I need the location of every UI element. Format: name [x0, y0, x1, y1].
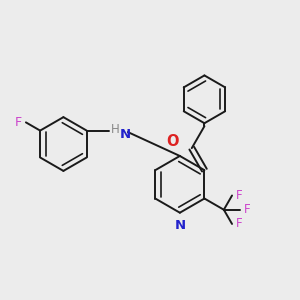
Text: O: O	[166, 134, 178, 149]
Text: N: N	[120, 128, 131, 141]
Text: N: N	[174, 219, 185, 232]
Text: F: F	[244, 203, 250, 216]
Text: H: H	[111, 123, 119, 136]
Text: F: F	[14, 116, 21, 129]
Text: F: F	[236, 218, 242, 230]
Text: F: F	[236, 189, 242, 202]
